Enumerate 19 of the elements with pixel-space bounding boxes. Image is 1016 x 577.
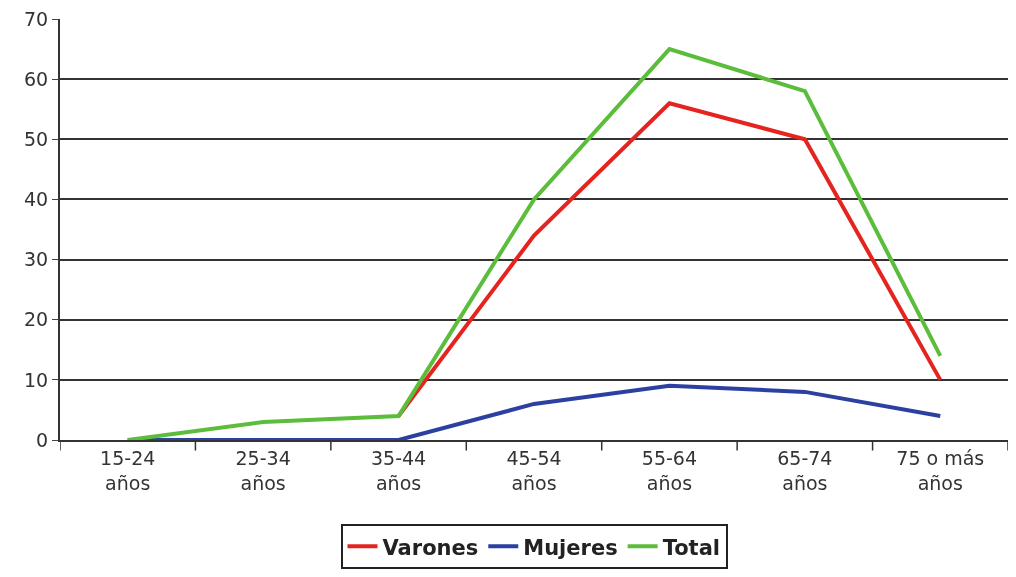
y-tick-label: 70 — [24, 7, 49, 30]
x-tick-label: 35-44 años — [370, 446, 427, 494]
y-tick-label: 10 — [24, 368, 49, 391]
x-tick-label: 65-74 años — [777, 446, 833, 494]
x-tick-label: 75 o más años — [896, 446, 985, 494]
y-tick-label: 50 — [24, 127, 49, 150]
x-tick-label: 45-54 años — [506, 446, 562, 494]
x-tick-label: 55-64 años — [641, 446, 698, 494]
y-tick-label: 30 — [24, 248, 49, 271]
legend-label: Varones — [382, 535, 479, 560]
y-tick-label: 60 — [24, 67, 49, 90]
x-tick-label: 25-34 años — [235, 446, 291, 494]
x-tick-label: 15-24 años — [100, 446, 156, 494]
y-tick-label: 0 — [36, 428, 49, 451]
legend-label: Total — [662, 535, 721, 560]
y-tick-label: 20 — [24, 308, 49, 331]
legend-label: Mujeres — [523, 535, 618, 560]
y-tick-label: 40 — [24, 188, 49, 211]
line-series — [125, 47, 943, 440]
